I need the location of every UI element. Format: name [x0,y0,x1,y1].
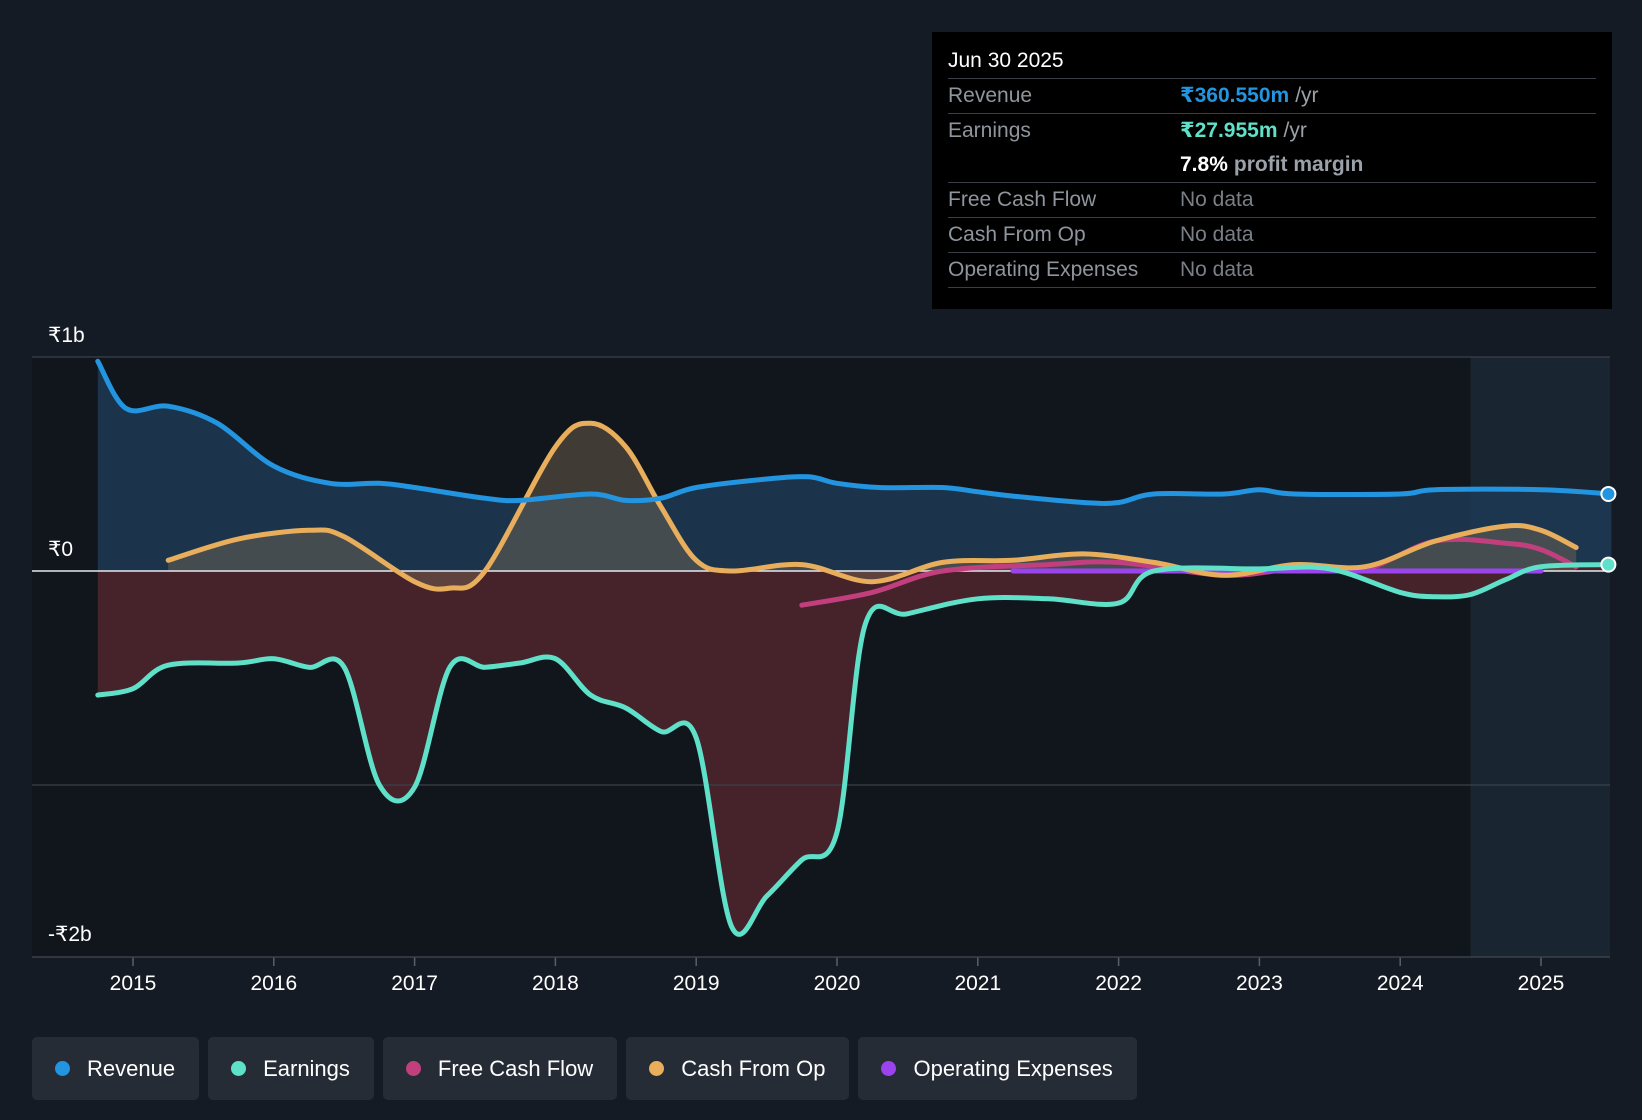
y-tick-label: -₹2b [48,923,92,946]
tooltip-row-earnings: Earnings ₹27.955m/yr [948,114,1596,148]
tooltip-label: Cash From Op [948,223,1086,246]
x-tick-label: 2024 [1377,972,1424,995]
x-tick-label: 2016 [250,972,297,995]
x-tick-label: 2018 [532,972,579,995]
tooltip-value: ₹27.955m [1180,119,1278,142]
legend-dot-icon [231,1061,247,1076]
legend-item-earnings[interactable]: Earnings [208,1037,374,1100]
tooltip-row-fcf: Free Cash Flow No data [948,183,1596,218]
tooltip-panel: Jun 30 2025 Revenue ₹360.550m/yr Earning… [932,32,1612,309]
x-tick-label: 2017 [391,972,438,995]
tooltip-value-wrap: ₹27.955m/yr [1180,114,1307,148]
area-cash-from-op [168,423,1577,590]
tooltip-row-cfo: Cash From Op No data [948,218,1596,253]
series-line-revenue [95,358,1614,506]
x-tick-label: 2020 [814,972,861,995]
y-tick-label: ₹1b [48,324,85,347]
legend: Revenue Earnings Free Cash Flow Cash Fro… [32,1037,1146,1100]
tooltip-value: No data [1180,258,1254,281]
tooltip-unit: /yr [1283,119,1307,142]
legend-item-operating-expenses[interactable]: Operating Expenses [858,1037,1137,1100]
tooltip-label: Revenue [948,84,1033,107]
forecast-region [1470,357,1610,957]
x-tick-label: 2025 [1518,972,1565,995]
tooltip-value-wrap: ₹360.550m/yr [1180,79,1319,113]
tooltip-date: Jun 30 2025 [948,46,1596,79]
tooltip-value: ₹360.550m [1180,84,1290,107]
legend-item-revenue[interactable]: Revenue [32,1037,200,1100]
legend-dot-icon [405,1061,421,1076]
x-tick-label: 2015 [110,972,157,995]
legend-item-cash-from-op[interactable]: Cash From Op [626,1037,850,1100]
tooltip-value-wrap: 7.8% profit margin [1180,148,1363,182]
tooltip-unit: /yr [1295,84,1319,107]
profit-margin-value: 7.8% [1180,153,1228,176]
tooltip-label: Earnings [948,119,1031,142]
tooltip-row-margin: 7.8% profit margin [948,148,1596,183]
area-earnings [97,564,1612,935]
tooltip-value: No data [1180,188,1254,211]
endpoint-marker-revenue [1600,485,1617,502]
legend-label: Revenue [87,1055,176,1081]
series-line-cash-from-op [165,420,1579,592]
legend-label: Earnings [263,1055,350,1081]
legend-label: Operating Expenses [913,1055,1113,1081]
tooltip-row-revenue: Revenue ₹360.550m/yr [948,79,1596,114]
tooltip-label [948,148,1180,182]
series-line-earnings [95,562,1614,937]
legend-label: Free Cash Flow [437,1055,594,1081]
endpoint-marker-earnings [1600,556,1617,573]
legend-label: Cash From Op [681,1055,826,1081]
legend-dot-icon [881,1061,897,1076]
tooltip-row-opex: Operating Expenses No data [948,253,1596,288]
x-tick-label: 2021 [954,972,1001,995]
tooltip-label: Operating Expenses [948,258,1139,281]
x-tick-label: 2023 [1236,972,1283,995]
profit-margin-label: profit margin [1233,153,1364,176]
x-tick-label: 2022 [1095,972,1142,995]
tooltip-label: Free Cash Flow [948,188,1097,211]
area-revenue [97,361,1612,571]
legend-dot-icon [55,1061,70,1076]
x-tick-label: 2019 [673,972,720,995]
tooltip-value: No data [1180,223,1254,246]
legend-item-free-cash-flow[interactable]: Free Cash Flow [382,1037,618,1100]
y-tick-label: ₹0 [48,538,73,561]
legend-dot-icon [649,1061,665,1076]
